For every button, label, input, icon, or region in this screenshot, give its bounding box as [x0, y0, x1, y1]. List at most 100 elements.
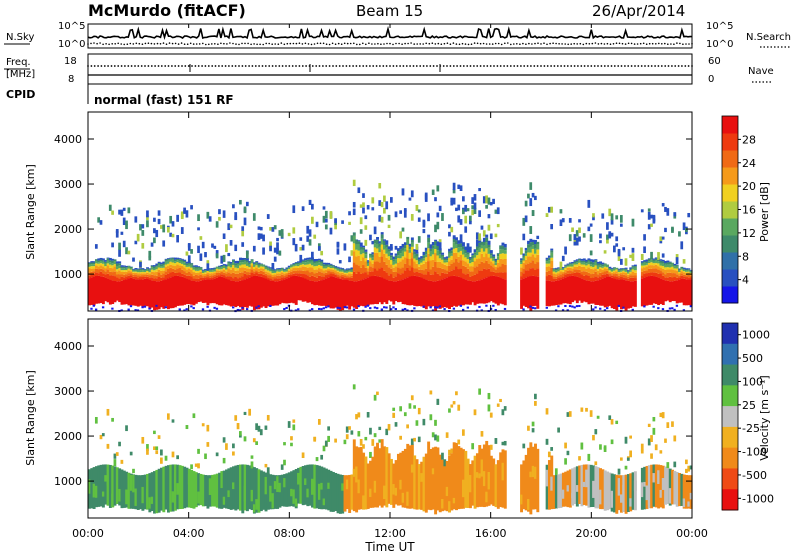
- power-cell: [239, 277, 242, 281]
- power-cell: [534, 269, 537, 277]
- power-cell: [308, 239, 312, 246]
- power-cell: [239, 272, 242, 278]
- power-cell: [134, 240, 138, 245]
- power-cell: [429, 256, 433, 261]
- velocity-cell: [120, 459, 124, 464]
- power-cell: [273, 276, 277, 279]
- velocity-cell: [141, 486, 145, 504]
- nave-dot: [466, 65, 469, 67]
- nave-dot: [268, 65, 271, 67]
- power-cell: [199, 277, 203, 281]
- power-cell: [257, 268, 261, 272]
- velocity-cell: [211, 474, 215, 507]
- nave-dot: [577, 65, 579, 67]
- power-cell: [266, 270, 270, 273]
- power-cell: [462, 196, 465, 202]
- nave-dot: [171, 65, 173, 67]
- power-cell: [143, 276, 147, 279]
- power-cell: [283, 269, 287, 271]
- power-cell: [545, 257, 549, 260]
- power-cell: [578, 227, 581, 233]
- power-cell: [599, 240, 602, 244]
- power-cell: [208, 268, 212, 270]
- velocity-cell: [160, 449, 163, 456]
- power-cell: [122, 240, 126, 248]
- power-cell: [141, 277, 145, 280]
- power-cell: [682, 309, 686, 312]
- velocity-cell: [585, 407, 588, 412]
- power-cell: [241, 280, 245, 310]
- power-cell: [387, 267, 391, 276]
- power-cell: [252, 263, 256, 265]
- power-cell: [218, 272, 222, 276]
- noise-search-dot: [688, 43, 690, 45]
- power-cell: [608, 208, 612, 217]
- power-cell: [190, 276, 194, 281]
- power-cell: [166, 260, 170, 264]
- power-cell: [571, 227, 574, 232]
- power-cell: [301, 274, 305, 278]
- power-cell: [113, 271, 117, 277]
- nave-dot: [392, 65, 395, 67]
- power-cell: [429, 251, 433, 257]
- power-cell: [403, 245, 407, 249]
- power-cell: [643, 260, 647, 262]
- power-cell: [378, 276, 382, 303]
- power-cell: [232, 265, 235, 268]
- velocity-cell: [206, 442, 210, 447]
- power-cell: [169, 257, 173, 259]
- power-cell: [489, 271, 493, 277]
- velocity-cell: [499, 398, 502, 403]
- power-cell: [139, 261, 142, 268]
- power-cell: [499, 249, 503, 254]
- power-cell: [413, 254, 417, 259]
- nave-dot: [231, 65, 234, 67]
- colorbar-tick-label: 1000: [742, 329, 770, 342]
- power-cell: [232, 262, 235, 266]
- power-cell: [334, 277, 338, 308]
- power-cell: [194, 268, 198, 271]
- power-cell: [561, 278, 565, 304]
- velocity-cell: [185, 467, 189, 508]
- power-cell: [345, 272, 349, 275]
- power-cell: [115, 265, 119, 270]
- power-cell: [494, 272, 498, 277]
- power-cell: [143, 275, 147, 277]
- power-cell: [494, 265, 498, 267]
- power-cell: [146, 210, 149, 218]
- power-cell: [359, 273, 363, 281]
- power-cell: [633, 270, 637, 273]
- power-cell: [369, 257, 373, 262]
- nave-dot: [224, 65, 227, 67]
- noise-search-dot: [446, 42, 449, 44]
- nave-dot: [436, 65, 438, 67]
- power-cell: [255, 306, 258, 309]
- noise-search-dot: [322, 42, 325, 45]
- noise-search-dot: [648, 42, 651, 45]
- velocity-cell: [596, 467, 600, 509]
- power-cell: [343, 243, 347, 251]
- noise-search-dot: [413, 43, 416, 45]
- noise-search-dot: [655, 43, 657, 45]
- nave-dot: [332, 65, 334, 67]
- power-cell: [364, 225, 368, 230]
- velocity-cell: [115, 467, 119, 505]
- velocity-cell: [545, 464, 549, 510]
- power-cell: [445, 262, 449, 266]
- power-cell: [559, 261, 563, 269]
- noise-search-dot: [497, 42, 500, 45]
- power-cell: [153, 280, 156, 311]
- power-cell: [503, 250, 507, 254]
- power-cell: [545, 259, 549, 262]
- power-cell: [408, 246, 412, 250]
- power-cell: [187, 255, 191, 263]
- velocity-cell: [592, 480, 596, 498]
- power-cell: [192, 266, 196, 268]
- velocity-cell: [197, 491, 201, 504]
- colorbar-tick-label: -500: [742, 469, 767, 482]
- power-cell: [396, 267, 400, 274]
- nave-dot: [523, 65, 526, 67]
- velocity-cell: [120, 469, 124, 509]
- power-cell: [610, 274, 614, 276]
- power-cell: [334, 274, 338, 278]
